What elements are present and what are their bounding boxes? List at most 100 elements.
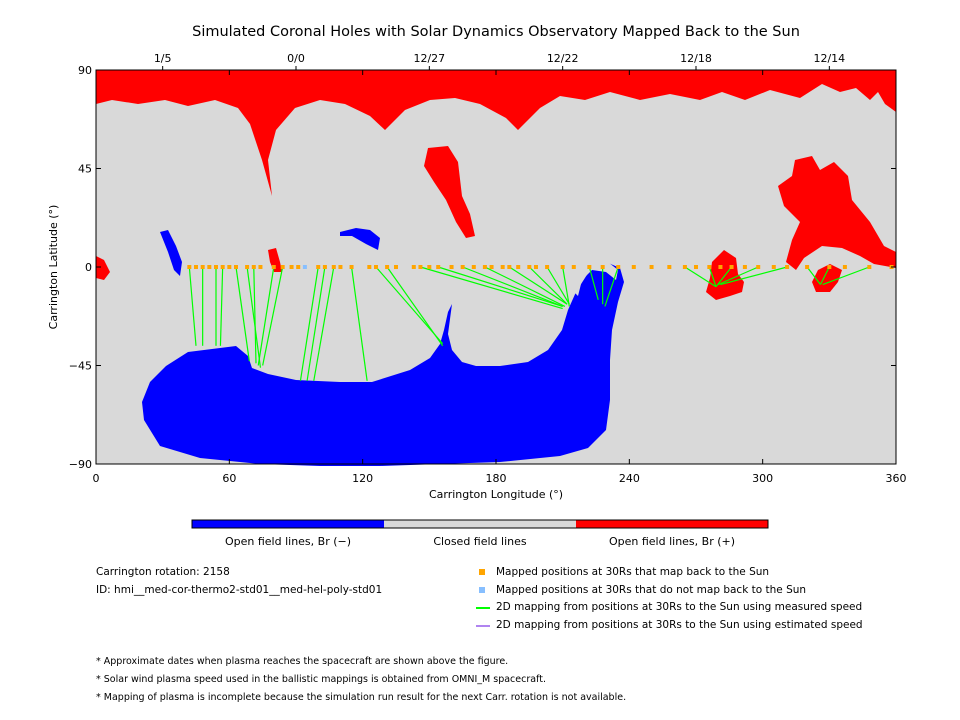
y-tick-label: 0 — [85, 261, 92, 274]
mapped-point — [418, 265, 423, 269]
mapped-point — [338, 265, 343, 269]
mapping-line — [438, 266, 563, 307]
mapped-point — [500, 265, 505, 269]
mapping-line — [299, 266, 319, 381]
mapping-line — [528, 266, 568, 305]
negative-polar-hole — [142, 262, 624, 466]
x-tick-label: 120 — [352, 472, 373, 485]
mapped-point — [460, 265, 465, 269]
mapped-point — [534, 265, 538, 269]
mapped-point — [207, 265, 212, 269]
mapped-point — [560, 265, 565, 269]
chart-title: Simulated Coronal Holes with Solar Dynam… — [192, 24, 800, 40]
mapped-point — [427, 265, 432, 269]
mapped-point — [331, 265, 336, 269]
mapping-line — [306, 266, 326, 381]
mapped-point — [827, 265, 832, 269]
mapping-line — [715, 266, 733, 288]
mapping-line — [350, 266, 368, 381]
y-tick-label: −45 — [69, 360, 92, 373]
mapped-point — [527, 265, 532, 269]
mapped-point — [411, 265, 416, 269]
mapped-point — [729, 265, 734, 269]
legend-estimated: 2D mapping from positions at 30Rs to the… — [496, 619, 863, 631]
mapping-line — [604, 266, 619, 307]
mapping-line — [219, 266, 224, 346]
mapped-point — [616, 265, 621, 269]
legend-measured: 2D mapping from positions at 30Rs to the… — [496, 601, 863, 613]
legend-unmapped: Mapped positions at 30Rs that do not map… — [496, 584, 807, 596]
date-tick-label: 12/14 — [813, 52, 845, 65]
mapped-point — [587, 265, 592, 269]
positive-hole-tiny — [268, 248, 282, 272]
date-tick-label: 12/22 — [547, 52, 579, 65]
mapped-point — [771, 265, 776, 269]
date-tick-label: 1/5 — [154, 52, 172, 65]
mapping-line — [720, 266, 788, 286]
axis-ticks: 0 60 120 180 240 300 360 90 45 0 −45 −90 1/5 0/0 12/27… — [69, 52, 907, 485]
mapped-point — [349, 265, 354, 269]
colorbar-label-negative: Open field lines, Br (−) — [225, 535, 351, 548]
positive-polar-hole — [96, 70, 896, 196]
plot-area — [95, 69, 897, 466]
mapped-point — [842, 265, 847, 269]
mapped-point — [471, 265, 476, 269]
mapping-line — [546, 266, 570, 305]
mapping-line — [822, 266, 870, 286]
mapped-point — [756, 265, 761, 269]
x-axis-label: Carrington Longitude (°) — [429, 488, 563, 501]
mapped-point — [214, 265, 218, 269]
colorbar-positive — [576, 520, 768, 528]
x-tick-label: 360 — [886, 472, 907, 485]
x-tick-label: 240 — [619, 472, 640, 485]
unmapped-point — [302, 265, 307, 269]
y-tick-label: 45 — [78, 163, 92, 176]
mapped-point — [436, 265, 441, 269]
mapped-point — [194, 265, 198, 269]
note-dates: * Approximate dates when plasma reaches … — [96, 656, 509, 667]
mapping-line — [246, 266, 262, 368]
colorbar-closed — [384, 520, 576, 528]
mapping-line — [253, 266, 257, 364]
date-tick-label: 0/0 — [287, 52, 305, 65]
mapping-line — [806, 266, 821, 285]
mapped-point — [374, 265, 378, 269]
positive-hole-east — [778, 156, 896, 270]
mapped-point — [682, 265, 687, 269]
mapping-line — [235, 266, 250, 362]
mapped-point — [805, 265, 810, 269]
carrington-rotation: Carrington rotation: 2158 — [96, 566, 230, 578]
mapped-point — [280, 265, 285, 269]
date-tick-label: 12/27 — [413, 52, 445, 65]
date-tick-label: 12/18 — [680, 52, 712, 65]
mapped-point — [489, 265, 494, 269]
note-speed: * Solar wind plasma speed used in the ba… — [96, 674, 546, 685]
mapped-point — [600, 265, 605, 269]
mapped-points — [187, 265, 894, 269]
mapping-line — [562, 266, 570, 307]
mapping-line — [188, 266, 197, 346]
colorbar-label-closed: Closed field lines — [433, 535, 527, 548]
colorbar-frame — [191, 519, 769, 529]
mapping-line — [717, 266, 759, 286]
negative-hole-filament — [160, 230, 182, 276]
x-tick-label: 300 — [752, 472, 773, 485]
mapped-point — [394, 265, 398, 269]
mapping-line — [462, 266, 563, 307]
mapped-point — [367, 265, 372, 269]
mapping-line — [262, 266, 284, 366]
mapped-point — [867, 265, 872, 269]
mapped-point-key — [479, 569, 485, 575]
mapped-point — [482, 265, 487, 269]
mapped-point — [507, 265, 512, 269]
mapped-point — [187, 265, 192, 269]
mapped-point — [649, 265, 654, 269]
mapping-line — [684, 266, 717, 288]
mapped-point — [718, 265, 723, 269]
mapped-point — [785, 265, 790, 269]
unmapped-point-key — [479, 587, 485, 593]
mapped-point — [631, 265, 636, 269]
mapped-point — [234, 265, 238, 269]
mapping-line — [708, 266, 717, 287]
colorbar-negative — [192, 520, 384, 528]
